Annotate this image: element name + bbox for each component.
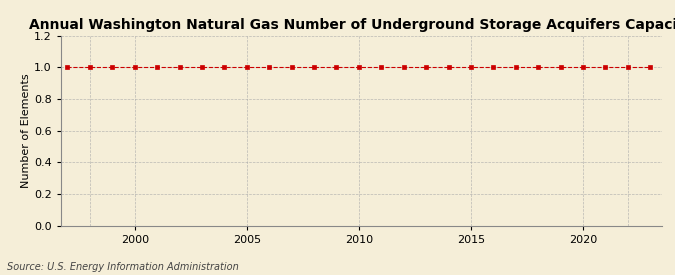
Y-axis label: Number of Elements: Number of Elements: [21, 73, 31, 188]
Title: Annual Washington Natural Gas Number of Underground Storage Acquifers Capacity: Annual Washington Natural Gas Number of …: [29, 18, 675, 32]
Text: Source: U.S. Energy Information Administration: Source: U.S. Energy Information Administ…: [7, 262, 238, 272]
